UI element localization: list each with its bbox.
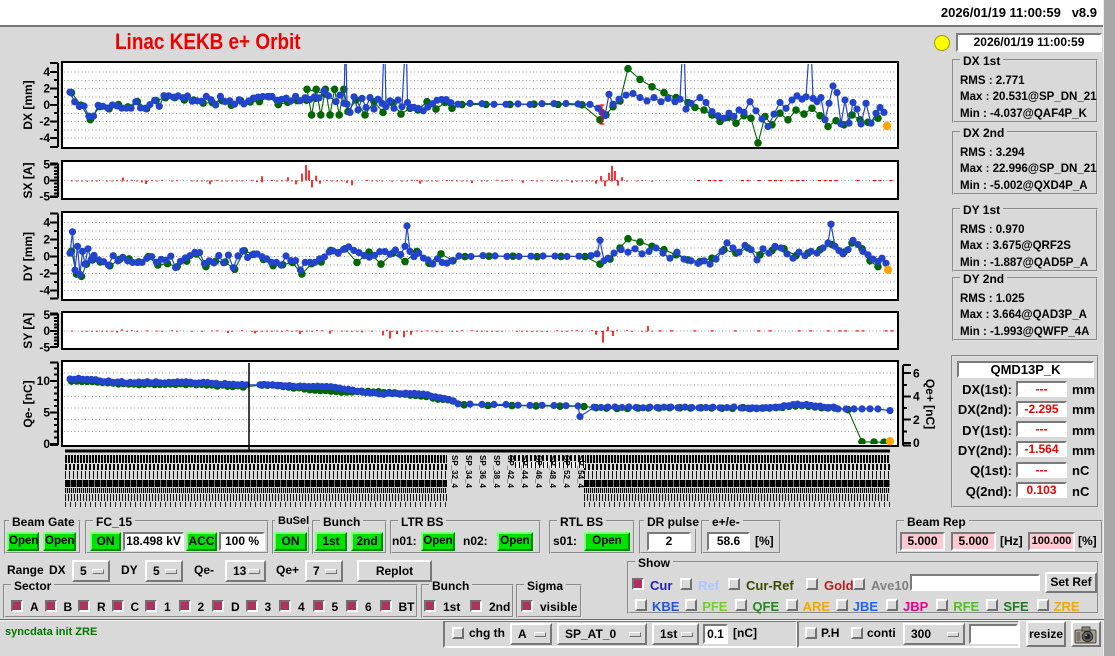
svg-text:-5: -5 (39, 190, 50, 204)
svg-text:SX [A]: SX [A] (21, 162, 35, 198)
svg-text:-4: -4 (39, 131, 50, 145)
svg-text:0: 0 (913, 436, 920, 450)
svg-text:4: 4 (43, 65, 50, 79)
svg-text:2: 2 (913, 413, 920, 427)
svg-text:2: 2 (43, 82, 50, 96)
svg-text:0: 0 (43, 98, 50, 112)
svg-text:4: 4 (43, 216, 50, 230)
svg-text:-2: -2 (39, 267, 50, 281)
svg-text:Qe- [nC]: Qe- [nC] (21, 380, 35, 427)
svg-text:4: 4 (913, 390, 920, 404)
svg-text:-2: -2 (39, 115, 50, 129)
svg-text:0: 0 (43, 250, 50, 264)
svg-text:SY [A]: SY [A] (21, 313, 35, 349)
svg-text:6: 6 (913, 366, 920, 380)
svg-text:2: 2 (43, 233, 50, 247)
svg-text:10: 10 (37, 374, 51, 388)
svg-text:5: 5 (43, 158, 50, 172)
svg-text:-4: -4 (39, 284, 50, 298)
svg-text:5: 5 (43, 308, 50, 322)
svg-text:DX [mm]: DX [mm] (21, 80, 35, 129)
svg-text:DY [mm]: DY [mm] (21, 232, 35, 281)
svg-text:-5: -5 (39, 340, 50, 354)
svg-text:5: 5 (43, 406, 50, 420)
svg-text:0: 0 (43, 174, 50, 188)
svg-text:0: 0 (43, 324, 50, 338)
svg-text:0: 0 (43, 437, 50, 451)
svg-text:Qe+ [nC]: Qe+ [nC] (923, 379, 937, 429)
